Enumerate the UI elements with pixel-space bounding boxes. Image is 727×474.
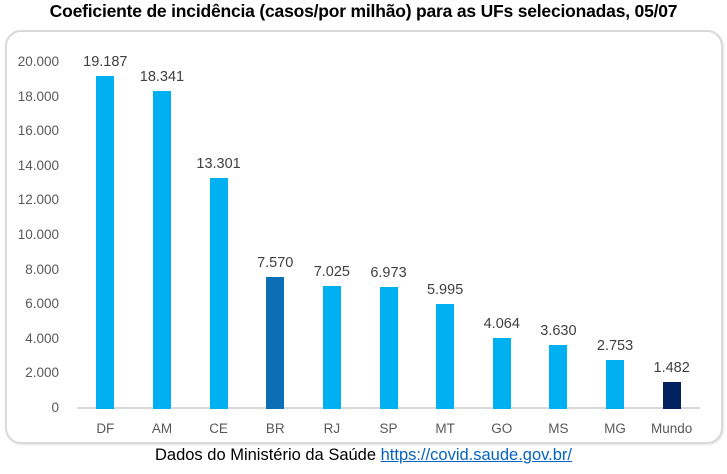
data-label-go: 4.064 bbox=[483, 316, 520, 332]
y-axis-tick-label: 14.000 bbox=[17, 157, 59, 173]
y-axis-tick-label: 10.000 bbox=[17, 227, 59, 242]
y-axis-tick-label: 18.000 bbox=[17, 88, 59, 104]
y-axis-tick-label: 16.000 bbox=[17, 123, 59, 139]
bar-go bbox=[492, 338, 511, 409]
bar-br bbox=[266, 277, 285, 409]
x-axis-label-mg: MG bbox=[604, 421, 626, 436]
y-axis-tick-label: 2.000 bbox=[25, 365, 59, 381]
data-label-ms: 3.630 bbox=[540, 323, 577, 339]
y-axis-tick-label: 20.000 bbox=[17, 54, 59, 69]
bar-df bbox=[96, 76, 115, 409]
bar-mg bbox=[606, 360, 625, 409]
y-axis-tick-label: 8.000 bbox=[25, 261, 59, 277]
chart-title: Coeficiente de incidência (casos/por mil… bbox=[49, 1, 678, 21]
bar-mundo bbox=[662, 382, 681, 409]
bar-sp bbox=[379, 287, 398, 409]
data-label-br: 7.570 bbox=[257, 255, 294, 271]
x-axis-label-mt: MT bbox=[435, 421, 455, 436]
data-label-ce: 13.301 bbox=[196, 156, 241, 172]
x-axis-label-rj: RJ bbox=[323, 421, 341, 436]
bar-mt bbox=[436, 304, 455, 409]
x-axis-label-mundo: Mundo bbox=[651, 421, 693, 436]
footer: Dados do Ministério da Saúde https://cov… bbox=[0, 446, 727, 465]
data-label-mt: 5.995 bbox=[426, 282, 464, 298]
x-axis-label-br: BR bbox=[265, 421, 285, 436]
x-axis-label-ce: CE bbox=[209, 421, 228, 436]
x-axis-label-am: AM bbox=[151, 421, 173, 436]
x-axis-label-df: DF bbox=[96, 421, 115, 436]
source-link[interactable]: https://covid.saude.gov.br/ bbox=[380, 446, 573, 464]
data-label-sp: 6.973 bbox=[370, 265, 407, 281]
x-axis-label-go: GO bbox=[491, 421, 513, 436]
y-axis-tick-label: 0 bbox=[51, 400, 59, 415]
source-text: Dados do Ministério da Saúde bbox=[154, 446, 381, 464]
bar-am bbox=[152, 91, 171, 409]
bar-rj bbox=[322, 286, 341, 409]
x-axis-label-ms: MS bbox=[548, 421, 569, 436]
data-label-mundo: 1.482 bbox=[653, 360, 690, 376]
y-axis-tick-label: 12.000 bbox=[17, 192, 59, 208]
bar-ms bbox=[549, 345, 568, 409]
y-axis-tick-label: 4.000 bbox=[25, 330, 59, 346]
data-label-df: 19.187 bbox=[83, 54, 128, 70]
data-label-am: 18.341 bbox=[139, 69, 185, 85]
x-axis-label-sp: SP bbox=[379, 421, 398, 436]
y-axis-tick-label: 6.000 bbox=[25, 296, 59, 312]
data-label-rj: 7.025 bbox=[313, 264, 350, 280]
chart-frame bbox=[5, 30, 723, 444]
bar-ce bbox=[209, 178, 228, 409]
data-label-mg: 2.753 bbox=[596, 338, 634, 354]
